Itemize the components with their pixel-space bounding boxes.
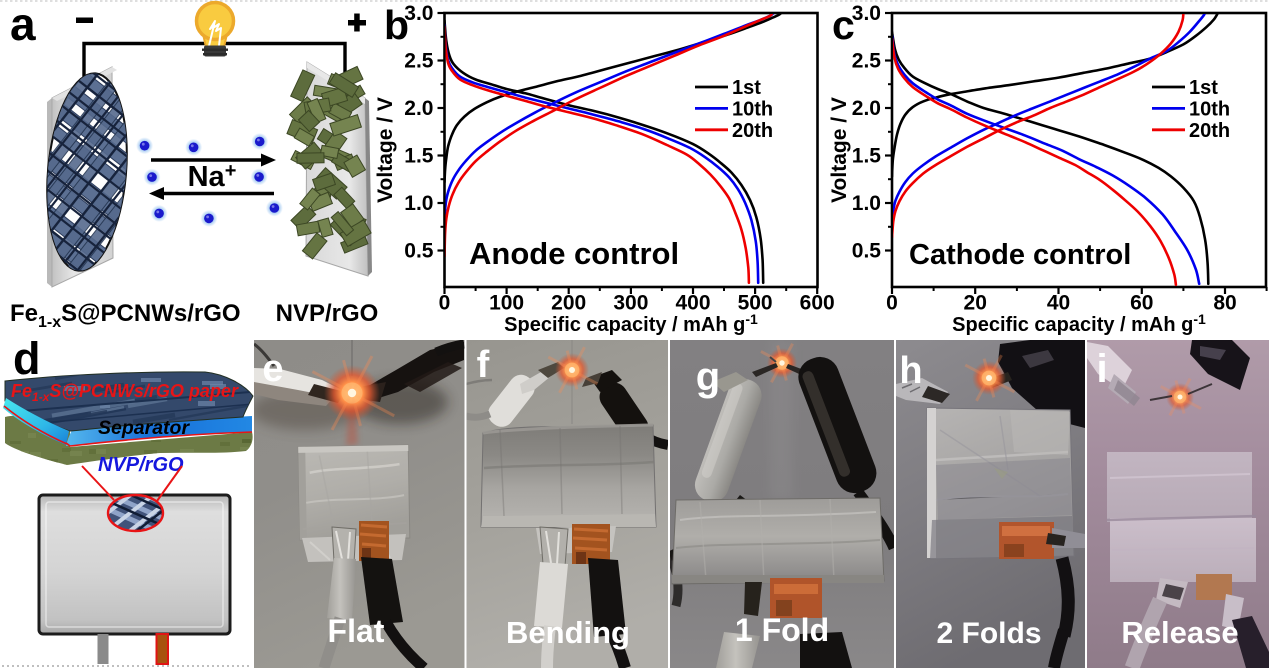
svg-text:Release: Release [1121,615,1238,650]
svg-text:Anode control: Anode control [469,236,679,271]
svg-text:Bending: Bending [506,615,630,650]
svg-text:2.0: 2.0 [404,97,433,120]
svg-text:20: 20 [964,292,987,315]
svg-text:c: c [832,2,855,48]
svg-text:1st: 1st [1189,77,1218,99]
svg-text:100: 100 [489,292,524,315]
svg-text:2.5: 2.5 [852,50,882,73]
svg-text:i: i [1096,347,1107,391]
svg-text:500: 500 [738,292,773,315]
svg-text:Voltage / V: Voltage / V [374,97,397,203]
svg-text:10th: 10th [732,98,773,120]
svg-text:2 Folds: 2 Folds [936,617,1041,650]
svg-text:0.5: 0.5 [404,240,434,263]
svg-text:2.0: 2.0 [852,97,881,120]
svg-text:1.0: 1.0 [404,192,433,215]
svg-text:Na+: Na+ [188,160,237,193]
svg-text:1.5: 1.5 [404,145,434,168]
svg-text:e: e [262,348,283,390]
svg-text:0: 0 [439,292,451,315]
svg-text:300: 300 [613,292,648,315]
svg-text:20th: 20th [732,120,773,142]
svg-text:Specific capacity / mAh g-1: Specific capacity / mAh g-1 [952,311,1206,336]
svg-text:1.5: 1.5 [852,145,882,168]
svg-text:Fe1-xS@PCNWs/rGO paper: Fe1-xS@PCNWs/rGO paper [11,381,239,404]
svg-text:400: 400 [675,292,710,315]
svg-text:Fe1-xS@PCNWs/rGO: Fe1-xS@PCNWs/rGO [10,300,241,331]
svg-text:200: 200 [551,292,586,315]
svg-text:d: d [13,333,41,384]
svg-text:1.0: 1.0 [852,192,881,215]
svg-text:80: 80 [1213,292,1236,315]
svg-text:NVP/rGO: NVP/rGO [98,454,184,476]
svg-text:b: b [384,2,409,48]
svg-text:Voltage / V: Voltage / V [828,97,851,203]
svg-text:Specific capacity / mAh g-1: Specific capacity / mAh g-1 [504,311,758,336]
svg-text:f: f [477,344,490,386]
svg-text:Separator: Separator [98,417,190,439]
svg-text:0.5: 0.5 [852,240,882,263]
svg-text:10th: 10th [1189,98,1230,120]
svg-text:h: h [899,350,922,392]
svg-text:g: g [696,355,720,399]
svg-text:2.5: 2.5 [404,50,434,73]
svg-text:3.0: 3.0 [852,2,881,25]
svg-text:a: a [10,0,36,50]
svg-text:Flat: Flat [328,613,385,649]
svg-text:20th: 20th [1189,120,1230,142]
svg-text:1st: 1st [732,77,761,99]
svg-text:40: 40 [1047,292,1070,315]
svg-text:NVP/rGO: NVP/rGO [276,300,379,327]
svg-text:1 Fold: 1 Fold [735,612,829,648]
svg-text:Cathode control: Cathode control [909,239,1131,271]
svg-text:60: 60 [1130,292,1153,315]
svg-text:3.0: 3.0 [404,2,433,25]
svg-text:600: 600 [800,292,835,315]
svg-text:0: 0 [886,292,898,315]
